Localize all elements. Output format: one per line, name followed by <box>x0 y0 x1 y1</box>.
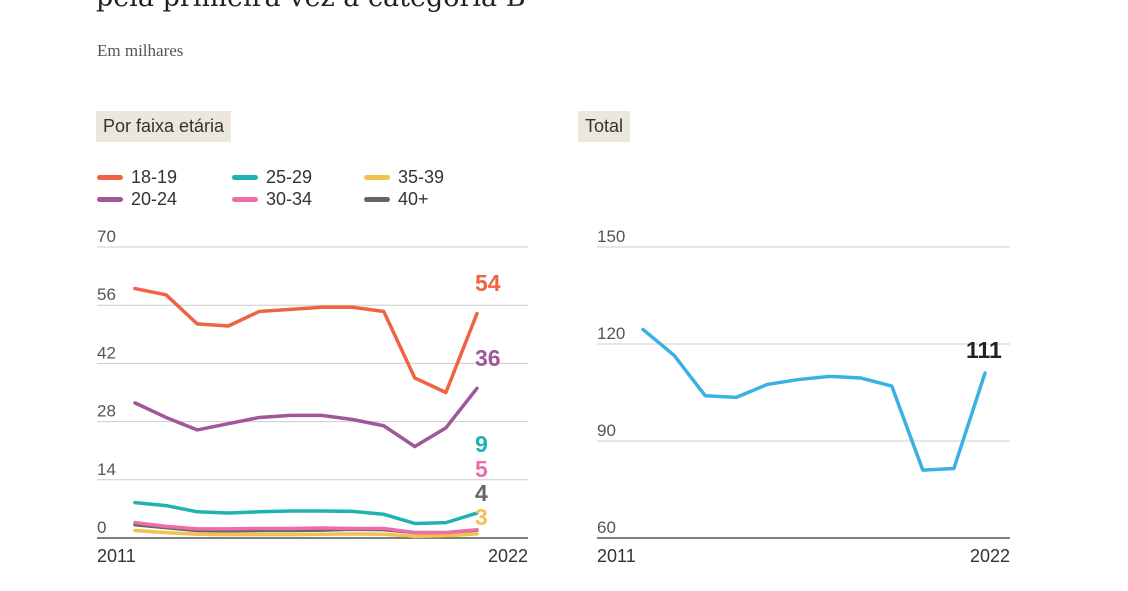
legend-label-30-34: 30-34 <box>266 188 313 209</box>
legend-swatch-30-34 <box>232 196 258 202</box>
chart-1-y-tick-label-14: 14 <box>97 460 116 479</box>
legend-label-40-plus: 40+ <box>398 188 429 209</box>
chart-1-end-label-30-34: 5 <box>475 456 488 482</box>
legend-item-18-19: 18-19 <box>97 166 232 188</box>
chart-title: pela primeira vez a categoria B <box>96 0 526 13</box>
chart-1-series-line-35-39 <box>133 528 479 539</box>
chart-1-end-label-35-39: 3 <box>475 504 488 530</box>
legend-label-20-24: 20-24 <box>131 188 178 209</box>
legend-item-30-34: 30-34 <box>232 188 364 210</box>
legend-item-25-29: 25-29 <box>232 166 364 188</box>
chart-2-y-tick-label-120: 120 <box>597 324 625 343</box>
panel-label-age-group: Por faixa etária <box>96 111 232 142</box>
chart-2-y-tick-label-150: 150 <box>597 227 625 246</box>
legend-swatch-25-29 <box>232 174 258 180</box>
chart-1-series-line-30-34 <box>133 520 479 535</box>
chart-1-x-tick-label-start: 2011 <box>97 546 136 566</box>
panel-label-total: Total <box>578 111 631 142</box>
chart-2-y-tick-label-60: 60 <box>597 518 616 537</box>
chart-1-end-label-25-29: 9 <box>475 431 488 457</box>
chart-2-x-tick-label-end: 2022 <box>970 546 1010 566</box>
chart-1-y-tick-label-28: 28 <box>97 402 116 421</box>
legend-label-18-19: 18-19 <box>131 166 178 187</box>
legend-item-20-24: 20-24 <box>97 188 232 210</box>
chart-1-series-line-18-19 <box>133 286 479 395</box>
chart-2-series-line-total <box>641 327 987 472</box>
legend-label-25-29: 25-29 <box>266 166 313 187</box>
chart-2-y-tick-label-90: 90 <box>597 421 616 440</box>
chart-1-end-label-20-24: 36 <box>475 345 501 371</box>
legend-item-40-plus: 40+ <box>364 188 494 210</box>
legend-label-35-39: 35-39 <box>398 166 445 187</box>
chart-1-x-tick-label-end: 2022 <box>488 546 528 566</box>
chart-subtitle: Em milhares <box>97 41 184 60</box>
chart-1-y-tick-label-0: 0 <box>97 518 106 537</box>
legend-swatch-18-19 <box>97 174 123 180</box>
legend-swatch-20-24 <box>97 196 123 202</box>
legend-swatch-35-39 <box>364 174 390 180</box>
legend: 18-19 25-29 35-39 20-24 30-34 40+ <box>97 166 517 210</box>
chart-1-series-line-20-24 <box>133 386 479 449</box>
legend-item-35-39: 35-39 <box>364 166 494 188</box>
chart-1-y-tick-label-56: 56 <box>97 285 116 304</box>
chart-2-end-label-total: 111 <box>966 337 1002 363</box>
chart-1-y-tick-label-42: 42 <box>97 343 116 362</box>
chart-1-end-label-40-plus: 4 <box>475 480 488 506</box>
chart-2-x-tick-label-start: 2011 <box>597 546 636 566</box>
legend-swatch-40-plus <box>364 196 390 202</box>
chart-1-y-tick-label-70: 70 <box>97 227 116 246</box>
chart-1-end-label-18-19: 54 <box>475 270 501 296</box>
chart-1-series-line-25-29 <box>133 500 479 526</box>
